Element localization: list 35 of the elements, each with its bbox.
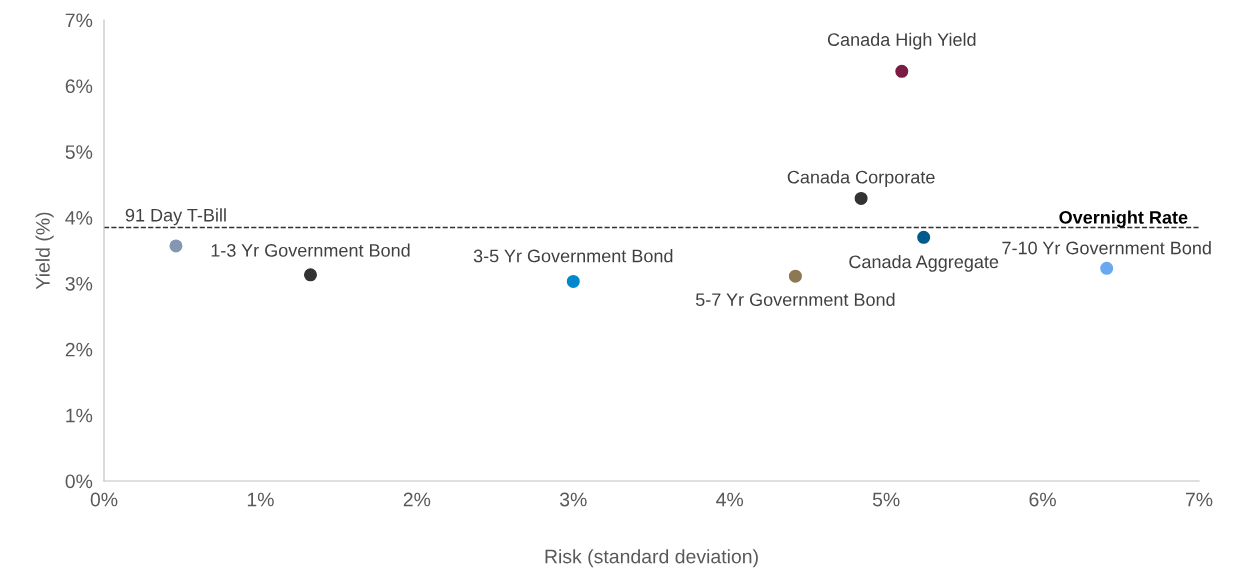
series-label: Canada Aggregate	[849, 254, 999, 272]
ref-line-label: Overnight Rate	[1059, 210, 1188, 228]
point	[1100, 261, 1114, 275]
y-tick-label: 0%	[65, 474, 93, 489]
y-axis-title: Yield (%)	[35, 212, 54, 290]
series-label: 91 Day T-Bill	[125, 208, 226, 226]
point	[788, 269, 802, 283]
series-label: 5-7 Yr Government Bond	[695, 292, 895, 307]
point	[917, 230, 931, 244]
x-tick-label: 7%	[1185, 492, 1213, 507]
series-label: Canada Corporate	[787, 170, 935, 188]
series-label: 3-5 Yr Government Bond	[473, 249, 673, 263]
point	[303, 268, 317, 282]
x-tick-label: 3%	[559, 492, 587, 507]
y-tick-label: 3%	[65, 276, 93, 291]
point	[895, 64, 909, 78]
y-tick-label: 7%	[65, 13, 93, 28]
x-tick-label: 6%	[1029, 492, 1056, 507]
x-tick-label: 5%	[872, 492, 900, 507]
series-label: 1-3 Yr Government Bond	[211, 243, 410, 257]
y-tick-label: 6%	[65, 79, 93, 94]
point	[854, 191, 868, 205]
x-tick-label: 2%	[403, 492, 431, 507]
series-label: Canada High Yield	[827, 32, 976, 50]
x-tick-label: 4%	[716, 492, 744, 507]
y-tick-label: 5%	[65, 145, 93, 159]
x-axis-title: Risk (standard deviation)	[545, 549, 758, 568]
y-tick-label: 2%	[65, 342, 93, 357]
point	[169, 239, 183, 253]
series-label: 7-10 Yr Government Bond	[1002, 241, 1211, 255]
x-tick-label: 1%	[247, 492, 274, 507]
point	[566, 274, 580, 288]
x-tick-label: 0%	[90, 492, 118, 507]
y-tick-label: 4%	[65, 211, 93, 225]
y-tick-label: 1%	[66, 408, 93, 423]
